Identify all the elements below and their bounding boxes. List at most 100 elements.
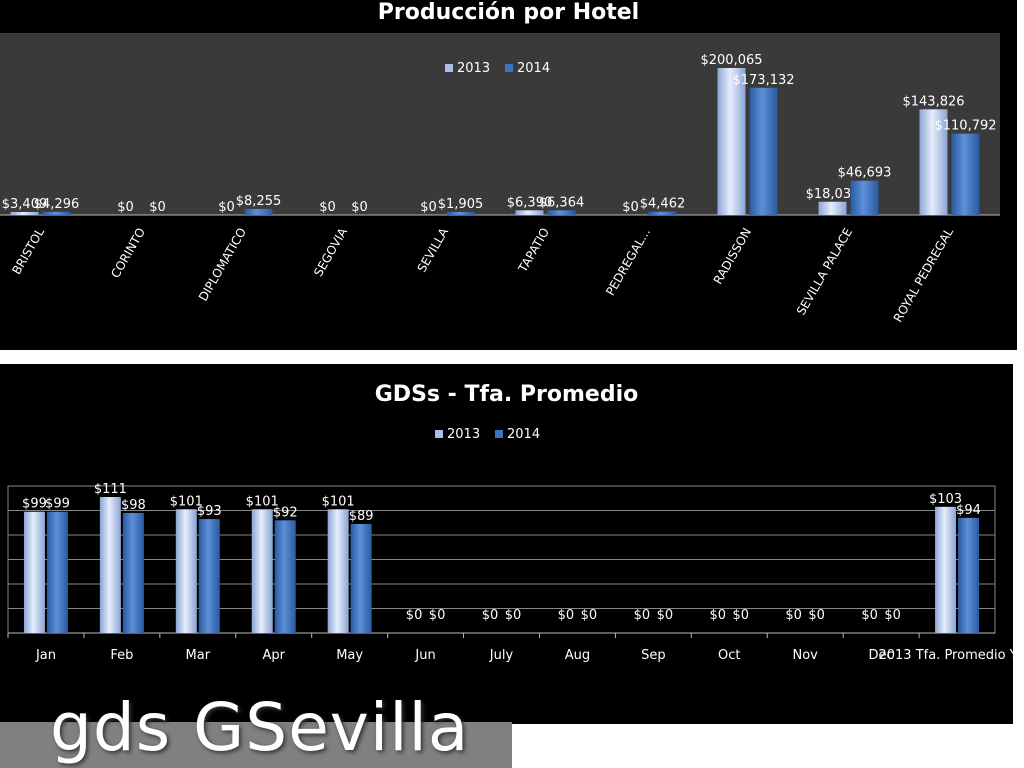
x-tick-label: TAPATIO: [515, 226, 552, 276]
x-tick-label: CORINTO: [108, 226, 148, 281]
gds-average-rate-chart-svg: $99$99Jan$111$98Feb$101$93Mar$101$92Apr$…: [7, 427, 1013, 663]
x-tick-label: Feb: [110, 648, 133, 663]
data-label: $0: [406, 608, 423, 623]
data-label: $4,462: [640, 197, 686, 212]
data-label: $0: [657, 608, 674, 623]
x-tick-label: DIPLOMATICO: [196, 226, 249, 304]
bar-2013-3: [251, 509, 273, 633]
data-label: $0: [117, 200, 134, 215]
slide-title: gds GSevilla: [50, 689, 470, 766]
data-label: $143,826: [902, 94, 964, 109]
legend-label-2014: 2014: [517, 61, 550, 76]
bar-2014-5: [547, 210, 576, 215]
data-label: $0: [709, 608, 726, 623]
bar-2014-6: [648, 211, 677, 215]
gds-average-rate-chart: $99 $99 Jan $111 $98 Feb $101 $93 Mar $101 $92 Apr $…: [0, 364, 1013, 724]
x-tick-label: Oct: [718, 648, 740, 663]
data-label: $99: [22, 497, 47, 512]
data-label: $0: [351, 200, 368, 215]
legend-label-2013: 2013: [447, 427, 480, 442]
x-tick-label: Jun: [414, 648, 435, 663]
data-label: $3,409: [2, 197, 48, 212]
x-tick-label: SEGOVIA: [311, 225, 350, 279]
data-label: $0: [420, 200, 437, 215]
data-label: $101: [246, 494, 279, 509]
data-label: $89: [349, 509, 374, 524]
data-label: $6,364: [539, 195, 585, 210]
x-tick-label: BRISTOL: [9, 225, 47, 277]
x-tick-label: SEVILLA: [415, 225, 452, 275]
chart-title: Producción por Hotel: [377, 0, 640, 25]
slide-title-band: [0, 722, 512, 768]
x-tick-label: ROYAL PEDREGAL: [891, 225, 956, 324]
plot-area: [0, 33, 1000, 215]
chart-title: GDSs - Tfa. Promedio: [374, 382, 639, 407]
bar-2013-9: [919, 109, 948, 215]
data-label: $173,132: [732, 73, 794, 88]
data-label: $0: [785, 608, 802, 623]
x-tick-label: Nov: [793, 648, 819, 663]
data-label: $0: [482, 608, 499, 623]
bar-2013-0: [10, 212, 39, 215]
data-label: $4,296: [34, 197, 80, 212]
data-label: $0: [884, 608, 901, 623]
x-tick-label: 2013 Tfa. Promedio YTD: [878, 648, 1013, 663]
x-tick-label: Mar: [186, 648, 211, 663]
x-tick-label: Sep: [641, 648, 666, 663]
data-label: $0: [218, 200, 235, 215]
legend-label-2014: 2014: [507, 427, 540, 442]
x-tick-label: May: [336, 648, 363, 663]
data-label: $92: [273, 505, 298, 520]
data-label: $8,255: [236, 194, 282, 209]
legend-swatch-2013: [435, 430, 443, 438]
data-label: $200,065: [700, 53, 762, 68]
bar-2014-2: [198, 519, 220, 633]
data-label: $0: [429, 608, 446, 623]
data-label: $0: [505, 608, 522, 623]
data-label: $111: [94, 482, 127, 497]
x-tick-label: RADISSON: [711, 226, 754, 287]
bar-2014-7: [749, 87, 778, 215]
bar-2014-9: [951, 133, 980, 215]
data-label: $18,031: [806, 187, 860, 202]
bar-2014-8: [850, 180, 879, 215]
data-label: $1,905: [438, 197, 484, 212]
x-tick-label: Aug: [565, 648, 590, 663]
data-label: $0: [861, 608, 878, 623]
data-label: $103: [929, 492, 962, 507]
data-label: $46,693: [838, 166, 892, 181]
data-label: $0: [319, 200, 336, 215]
data-label: $99: [45, 497, 70, 512]
bar-2013-5: [515, 210, 544, 215]
x-tick-label: Dec: [869, 648, 894, 663]
data-label: $110,792: [934, 119, 996, 134]
legend-label-2013: 2013: [457, 61, 490, 76]
bar-2013-4: [327, 509, 349, 633]
data-label: $0: [808, 608, 825, 623]
bar-2013-2: [175, 509, 197, 633]
bar-2014-2: [244, 208, 273, 215]
data-label: $0: [634, 608, 651, 623]
x-tick-label: Apr: [262, 648, 285, 663]
data-label: $94: [956, 503, 981, 518]
bar-2014-4: [350, 523, 372, 633]
data-label: $101: [170, 494, 203, 509]
x-tick-label: Jan: [35, 648, 56, 663]
bar-2013-0: [23, 511, 45, 633]
legend-swatch-2014: [495, 430, 503, 438]
data-label: $0: [558, 608, 575, 623]
data-label: $0: [149, 200, 166, 215]
data-label: $0: [732, 608, 749, 623]
data-label: $0: [581, 608, 598, 623]
data-label: $101: [322, 494, 355, 509]
bar-2013-8: [818, 201, 847, 215]
data-label: $0: [622, 200, 639, 215]
bar-2013-7: [717, 68, 746, 215]
x-tick-label: July: [489, 648, 514, 663]
legend-swatch-2014: [505, 64, 513, 72]
bar-2013-1: [99, 497, 121, 633]
bar-2014-0: [46, 511, 68, 633]
legend-swatch-2013: [445, 64, 453, 72]
data-label: $93: [197, 504, 222, 519]
